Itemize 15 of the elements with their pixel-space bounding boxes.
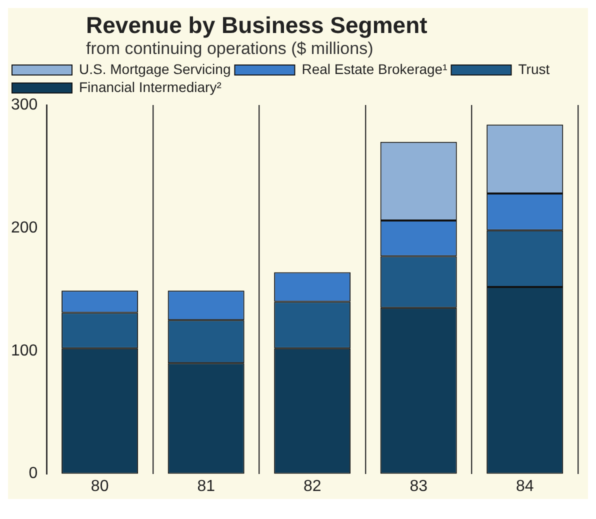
x-tick-label: 83: [410, 478, 428, 495]
y-tick-label: 0: [28, 465, 38, 482]
x-tick-label: 82: [303, 478, 322, 495]
legend-label: Financial Intermediary²: [79, 78, 222, 95]
chart-subtitle: from continuing operations ($ millions): [86, 39, 374, 59]
chart-title: Revenue by Business Segment: [86, 12, 428, 39]
legend-label: Trust: [518, 60, 550, 77]
legend-label: U.S. Mortgage Servicing: [79, 60, 231, 77]
y-tick-label: 100: [10, 342, 38, 360]
y-tick-label: 200: [10, 219, 38, 236]
legend-label: Real Estate Brokerage¹: [302, 60, 448, 77]
x-tick-label: 80: [90, 478, 109, 495]
x-tick-label: 81: [197, 478, 216, 495]
x-tick-label: 84: [516, 478, 534, 495]
y-tick-label: 300: [10, 96, 38, 114]
